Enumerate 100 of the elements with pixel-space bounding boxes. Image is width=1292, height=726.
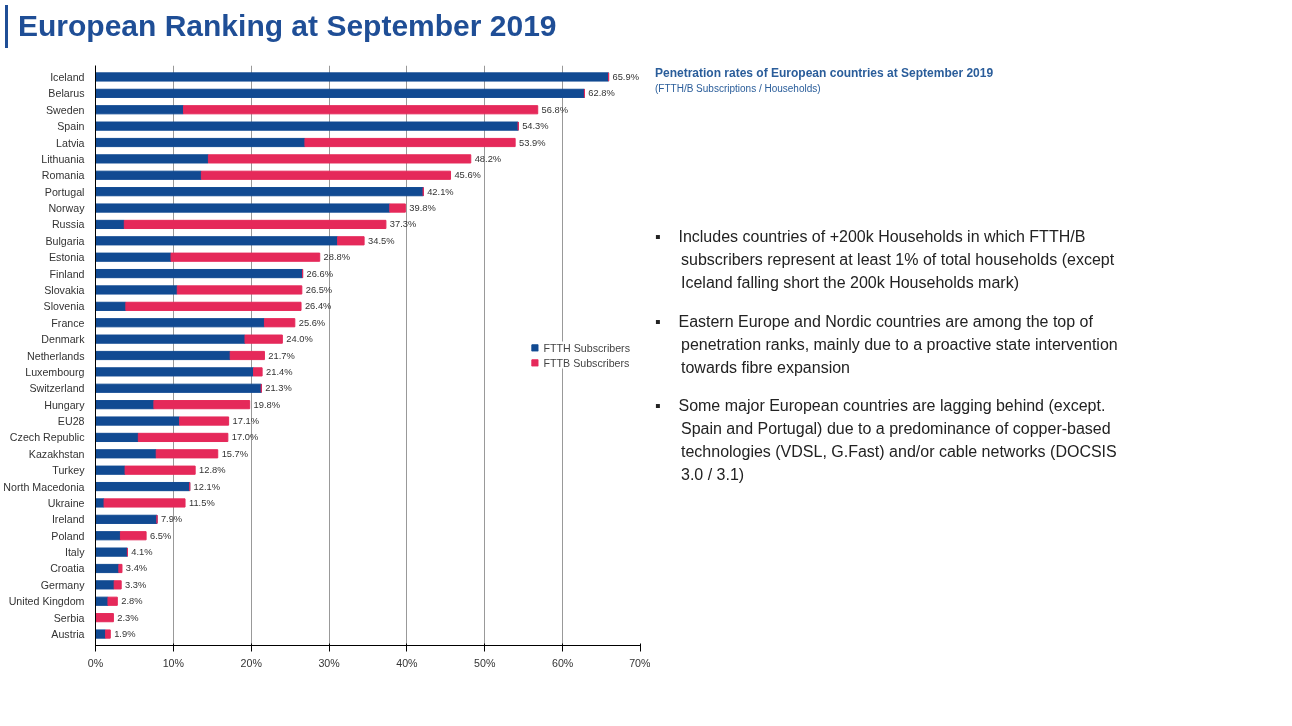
total-label: 11.5%	[188, 497, 215, 508]
bar	[105, 629, 111, 639]
x-tick-label: 30%	[318, 656, 341, 669]
bar	[103, 498, 186, 508]
total-label: 26.4%	[304, 301, 332, 312]
total-label: 28.8%	[323, 252, 351, 263]
total-label: 19.8%	[253, 399, 280, 410]
total-label: 34.5%	[368, 235, 395, 246]
bar	[125, 301, 302, 311]
bar	[95, 449, 157, 459]
bar	[244, 334, 283, 344]
bar	[95, 268, 304, 279]
x-tick-label: 10%	[162, 656, 185, 669]
y-tick-label: Luxembourg	[25, 365, 85, 378]
bar	[182, 105, 539, 115]
y-tick-label: Switzerland	[29, 382, 85, 395]
y-tick-label: Norway	[48, 202, 86, 215]
bar	[95, 236, 339, 246]
total-label: 21.4%	[266, 366, 293, 377]
y-tick-label: Croatia	[50, 562, 85, 575]
bar	[137, 432, 229, 443]
bar	[95, 219, 125, 230]
bar	[95, 252, 172, 262]
y-tick-label: Italy	[64, 546, 86, 559]
y-tick-label: Romania	[41, 169, 85, 182]
bar	[153, 400, 251, 410]
x-tick-label: 0%	[87, 656, 104, 669]
x-tick-label: 70%	[629, 656, 652, 669]
total-label: 21.3%	[265, 383, 292, 394]
bar	[95, 547, 128, 557]
x-tick-label: 50%	[474, 656, 496, 669]
y-tick-label: Lithuania	[41, 152, 85, 165]
total-label: 12.1%	[193, 481, 221, 492]
x-tick-label: 60%	[551, 656, 574, 669]
bar	[95, 137, 306, 148]
total-label: 24.0%	[286, 334, 313, 345]
bar	[95, 105, 184, 115]
total-label: 3.4%	[125, 563, 148, 574]
y-tick-label: Slovenia	[43, 300, 85, 313]
bar	[95, 170, 202, 180]
x-tick-label: 20%	[240, 656, 263, 669]
total-label: 42.1%	[427, 186, 454, 197]
bar	[389, 203, 406, 213]
bar	[155, 449, 219, 459]
total-label: 15.7%	[221, 448, 249, 459]
total-label: 62.8%	[588, 88, 615, 99]
total-label: 37.3%	[389, 219, 417, 230]
total-label: 7.9%	[160, 514, 183, 525]
bar	[95, 563, 120, 574]
bar	[107, 596, 118, 606]
bar	[95, 400, 155, 410]
bar	[170, 252, 321, 262]
text: ▪ Some major European countries are lagging behind (except. Spain and Portugal) due to a predominance of copper-based technologies (VDSL, G.Fast) and/or cable networks (DOCSIS 3.0 / 3.1)	[655, 396, 1118, 485]
total-label: 17.1%	[232, 416, 259, 427]
total-label: 56.8%	[541, 104, 569, 115]
total-label: 2.3%	[117, 612, 139, 623]
text: ▪ Includes countries of +200k Households in which FTTH/B subscribers represent at least 1% of total households (except Iceland falling short the 200k Households mark)	[655, 227, 1116, 294]
y-tick-label: Serbia	[53, 611, 85, 624]
y-tick-label: North Macedonia	[3, 480, 85, 493]
legend-label: FTTH Subscribers	[543, 341, 630, 354]
bar	[95, 301, 127, 311]
total-label: 12.8%	[199, 465, 226, 476]
y-tick-label: Spain	[57, 120, 85, 133]
bar	[95, 383, 262, 393]
bar	[118, 563, 123, 574]
y-tick-label: Ireland	[51, 513, 85, 526]
y-tick-label: Estonia	[48, 251, 85, 264]
total-label: 21.7%	[268, 350, 295, 361]
y-tick-label: Kazakhstan	[28, 447, 85, 460]
y-tick-label: Sweden	[45, 103, 85, 116]
bar	[124, 465, 196, 475]
bar	[200, 170, 452, 180]
y-tick-label: Latvia	[56, 136, 85, 149]
total-label: 6.5%	[150, 530, 172, 541]
chart-title: European Ranking at September 2019	[5, 5, 557, 48]
legend-label: FTTB Subscribers	[543, 356, 630, 369]
bar	[95, 465, 126, 475]
y-tick-label: Belarus	[48, 87, 85, 100]
total-label: 17.0%	[231, 432, 259, 443]
bar	[179, 416, 230, 426]
y-tick-label: Slovakia	[44, 283, 85, 296]
y-tick-label: Poland	[51, 529, 85, 542]
y-tick-label: EU28	[57, 415, 85, 428]
bar	[229, 350, 265, 361]
bar	[95, 629, 107, 639]
bar	[263, 318, 296, 328]
total-label: 53.9%	[519, 137, 546, 148]
total-label: 26.6%	[306, 268, 333, 279]
bar	[95, 350, 231, 361]
total-label: 45.6%	[454, 170, 481, 181]
bar	[95, 203, 391, 213]
y-tick-label: Denmark	[41, 333, 86, 346]
total-label: 48.2%	[474, 153, 502, 164]
bar	[95, 531, 121, 541]
total-label: 3.3%	[125, 579, 147, 590]
y-tick-label: United Kingdom	[8, 595, 85, 608]
total-label: 39.8%	[409, 203, 436, 214]
y-tick-label: Hungary	[44, 398, 86, 411]
y-tick-label: Ukraine	[47, 496, 85, 509]
y-tick-label: Bulgaria	[45, 234, 85, 247]
